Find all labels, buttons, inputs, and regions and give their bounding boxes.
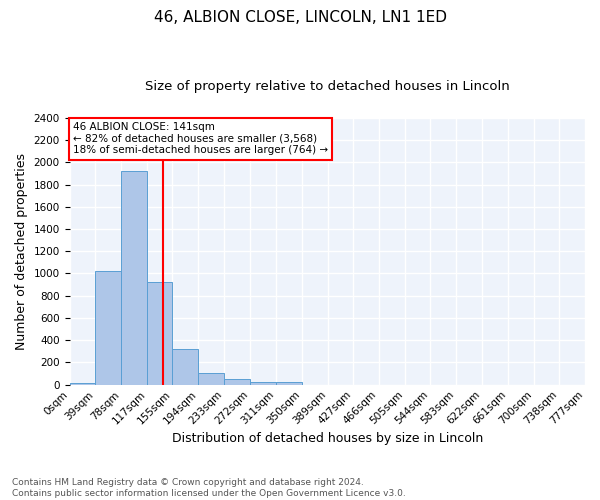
Bar (198, 373, 224, 384)
Text: 46 ALBION CLOSE: 141sqm
← 82% of detached houses are smaller (3,568)
18% of semi: 46 ALBION CLOSE: 141sqm ← 82% of detache… (73, 122, 328, 156)
X-axis label: Distribution of detached houses by size in Lincoln: Distribution of detached houses by size … (172, 432, 483, 445)
Bar (224, 379, 250, 384)
Bar (172, 349, 198, 384)
Bar (95, 272, 121, 384)
Bar (70, 382, 95, 384)
Bar (250, 382, 276, 384)
Title: Size of property relative to detached houses in Lincoln: Size of property relative to detached ho… (145, 80, 509, 93)
Text: Contains HM Land Registry data © Crown copyright and database right 2024.
Contai: Contains HM Land Registry data © Crown c… (12, 478, 406, 498)
Bar (147, 282, 172, 384)
Bar (276, 382, 302, 384)
Bar (121, 171, 147, 384)
Y-axis label: Number of detached properties: Number of detached properties (15, 153, 28, 350)
Text: 46, ALBION CLOSE, LINCOLN, LN1 1ED: 46, ALBION CLOSE, LINCOLN, LN1 1ED (154, 10, 446, 25)
